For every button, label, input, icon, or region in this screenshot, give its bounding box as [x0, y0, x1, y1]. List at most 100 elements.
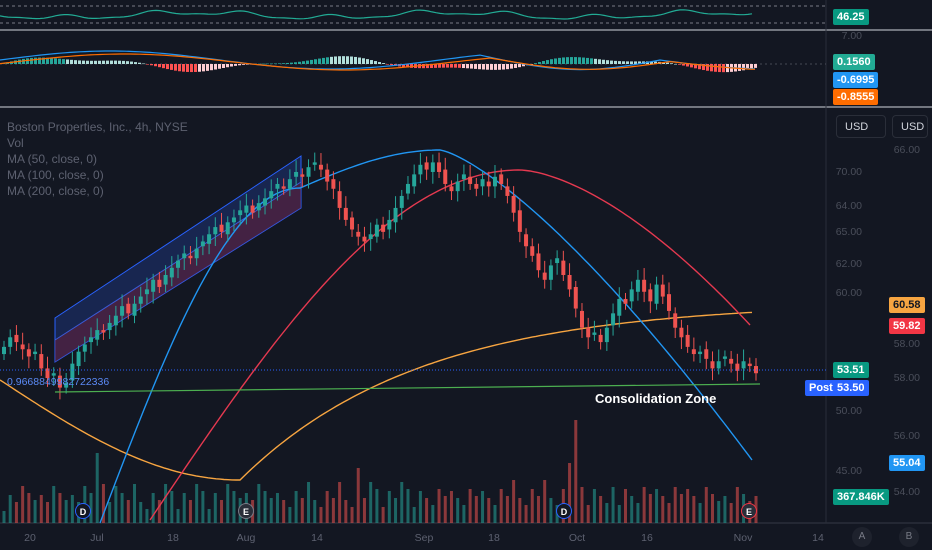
- volume-bar: [549, 498, 553, 523]
- macd-histogram-bar: [622, 61, 625, 64]
- earnings-badge[interactable]: E: [238, 503, 254, 519]
- volume-bar: [313, 500, 317, 523]
- macd-histogram-bar: [218, 64, 221, 69]
- volume-bar: [46, 502, 50, 523]
- candle-body: [138, 296, 143, 304]
- macd-histogram-bar: [358, 57, 361, 64]
- earnings-badge[interactable]: E: [741, 503, 757, 519]
- volume-bar: [387, 491, 391, 523]
- macd-histogram-bar: [574, 57, 577, 64]
- candle-body: [405, 183, 410, 194]
- volume-bar: [673, 487, 677, 523]
- macd-histogram-bar: [518, 64, 521, 68]
- volume-bar: [599, 496, 603, 523]
- legend-symbol[interactable]: Boston Properties, Inc., 4h, NYSE: [7, 120, 188, 134]
- candle-body: [144, 289, 149, 295]
- macd-histogram-bar: [654, 61, 657, 64]
- volume-bar: [381, 507, 385, 523]
- legend-ma200[interactable]: MA (200, close, 0): [7, 184, 104, 198]
- macd-histogram-bar: [210, 64, 213, 71]
- volume-bar: [580, 487, 584, 523]
- volume-bar: [114, 486, 118, 523]
- macd-histogram-bar: [246, 64, 249, 65]
- candle-body: [101, 330, 106, 333]
- macd-histogram-bar: [670, 63, 673, 64]
- candle-body: [82, 344, 87, 352]
- volume-bar: [592, 489, 596, 523]
- volume-pill: 367.846K: [833, 489, 889, 505]
- candle-body: [474, 183, 479, 189]
- time-tick: 18: [488, 532, 500, 544]
- candle-body: [157, 279, 162, 287]
- macd-line-pill: -0.6995: [833, 72, 879, 88]
- candle-body: [132, 303, 137, 316]
- macd-histogram-bar: [30, 57, 33, 64]
- candle-body: [182, 253, 187, 259]
- volume-bar: [704, 487, 708, 523]
- volume-bar: [431, 505, 435, 523]
- candle-body: [716, 361, 721, 369]
- candle-body: [666, 294, 671, 311]
- candle-body: [635, 279, 640, 292]
- volume-bar: [418, 491, 422, 523]
- volume-bar: [400, 482, 404, 523]
- volume-bar: [220, 500, 224, 523]
- candle-body: [530, 246, 535, 256]
- legend-ma50[interactable]: MA (50, close, 0): [7, 152, 98, 166]
- candle-body: [95, 330, 100, 340]
- legend-vol[interactable]: Vol: [7, 136, 24, 150]
- macd-histogram-bar: [686, 64, 689, 67]
- price-tick: 65.00: [835, 226, 862, 238]
- currency-button-2[interactable]: USD: [892, 115, 928, 138]
- time-tick: 14: [311, 532, 323, 544]
- volume-bar: [164, 484, 168, 523]
- volume-bar: [257, 484, 261, 523]
- candle-body: [579, 310, 584, 328]
- candle-body: [356, 231, 361, 237]
- macd-histogram-bar: [326, 57, 329, 64]
- macd-histogram-bar: [238, 64, 241, 66]
- volume-bar: [530, 489, 534, 523]
- candle-body: [741, 361, 746, 369]
- candle-body: [362, 236, 367, 242]
- macd-histogram-bar: [722, 64, 725, 73]
- macd-pane: [0, 50, 826, 73]
- macd-histogram-bar: [522, 64, 525, 67]
- macd-histogram-bar: [266, 63, 269, 65]
- candle-body: [449, 186, 454, 192]
- dividend-badge[interactable]: D: [75, 503, 91, 519]
- volume-bar: [412, 507, 416, 523]
- macd-histogram-bar: [86, 60, 89, 64]
- currency-button-1[interactable]: USD: [836, 115, 886, 138]
- candle-body: [573, 286, 578, 309]
- ma200-pill: 60.58: [889, 297, 925, 313]
- price-tick: 56.00: [893, 430, 920, 442]
- candle-body: [480, 179, 485, 187]
- candle-body: [704, 349, 709, 359]
- macd-histogram-bar: [146, 64, 149, 65]
- volume-bar: [151, 493, 155, 523]
- volume-bar: [648, 494, 652, 523]
- macd-histogram-bar: [634, 61, 637, 64]
- macd-histogram-bar: [102, 60, 105, 64]
- post-label: Post: [805, 380, 837, 396]
- dividend-badge[interactable]: D: [556, 503, 572, 519]
- volume-bar: [723, 496, 727, 523]
- price-tick: 50.00: [835, 405, 862, 417]
- legend-ma100[interactable]: MA (100, close, 0): [7, 168, 104, 182]
- candle-body: [250, 205, 255, 213]
- volume-bar: [735, 487, 739, 523]
- macd-histogram-bar: [230, 64, 233, 67]
- volume-bar: [39, 495, 43, 523]
- rsi-line: [0, 9, 753, 20]
- candle-body: [269, 191, 274, 199]
- scale-b-button[interactable]: B: [899, 527, 919, 547]
- candle-body: [343, 207, 348, 220]
- macd-histogram-bar: [262, 63, 265, 65]
- scale-auto-button[interactable]: A: [852, 527, 872, 547]
- macd-histogram-bar: [270, 63, 273, 65]
- candle-body: [76, 351, 81, 367]
- macd-histogram-bar: [62, 59, 65, 64]
